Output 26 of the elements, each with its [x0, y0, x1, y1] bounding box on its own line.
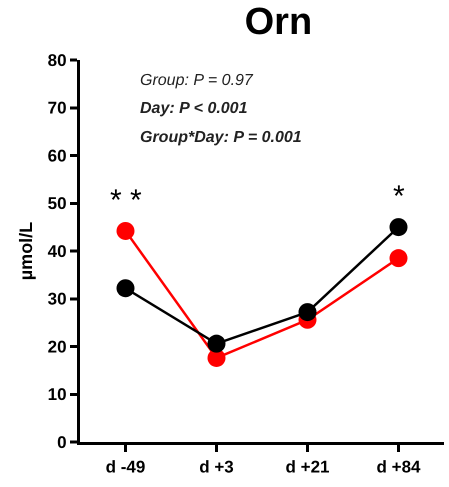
point [208, 334, 226, 353]
y-tick-label: 80 [48, 50, 67, 70]
point [116, 279, 134, 298]
point [298, 303, 316, 322]
point [390, 249, 408, 268]
y-axis-title: µmol/L [16, 222, 36, 280]
y-tick-label: 40 [48, 242, 67, 261]
x-tick-label: d -49 [106, 457, 146, 476]
annotation: * * [110, 184, 142, 217]
annotation: Group*Day: P = 0.001 [140, 129, 302, 146]
y-tick-label: 10 [48, 385, 67, 404]
x-tick-label: d +21 [286, 457, 330, 476]
annotation: * [393, 180, 405, 213]
point [390, 218, 408, 236]
y-tick-label: 50 [48, 194, 67, 214]
y-tick-label: 70 [48, 98, 67, 118]
annotation: Day: P < 0.001 [140, 100, 248, 117]
y-tick-label: 60 [48, 146, 67, 166]
y-tick-label: 0 [57, 432, 67, 452]
chart-title: Orn [244, 0, 312, 43]
y-tick-label: 30 [48, 290, 67, 309]
x-tick-label: d +84 [376, 457, 422, 476]
x-tick-label: d +3 [199, 457, 234, 476]
y-tick-label: 20 [48, 337, 67, 356]
point [116, 222, 134, 240]
annotation: Group: P = 0.97 [140, 72, 254, 89]
